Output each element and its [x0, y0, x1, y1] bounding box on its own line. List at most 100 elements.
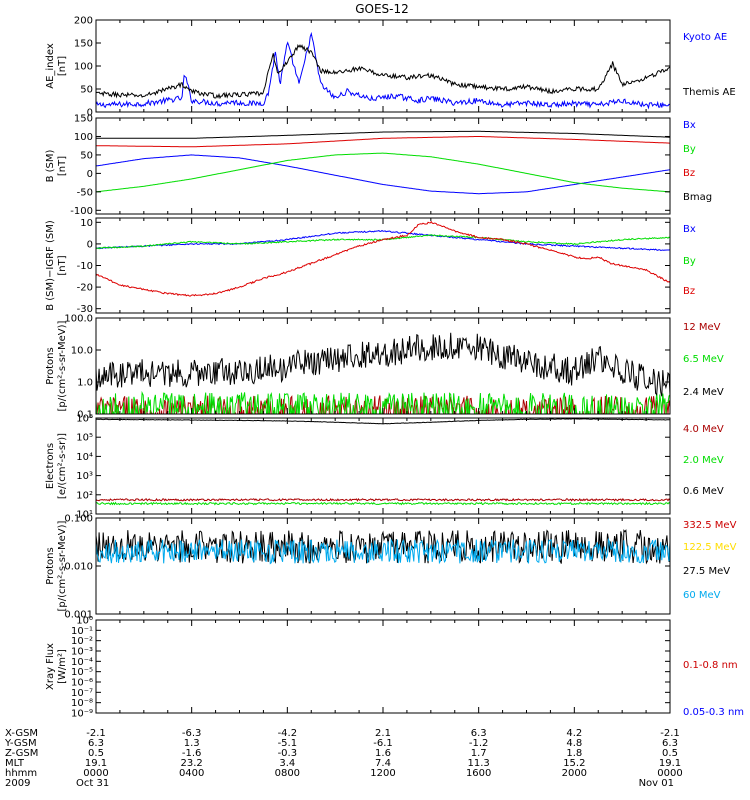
legend-label: 0.6 MeV [683, 486, 724, 497]
annotation-value: 1600 [466, 768, 491, 779]
panel-b-sm: -100 -50 0 50 100 150 B (SM) [nT] Bx By Bz Bmag [45, 114, 712, 217]
y-axis-label: [e/(cm²-s-sr)] [57, 433, 68, 499]
y-tick-label: 10⁰ [76, 616, 93, 627]
legend-label: Bmag [683, 192, 712, 203]
series-line [96, 332, 670, 397]
series-line [96, 154, 670, 195]
annotation-value: 0000 [657, 768, 682, 779]
series-group [96, 130, 670, 195]
y-tick-label: 0 [87, 169, 93, 180]
annotation-value: 11.3 [468, 758, 490, 769]
annotation-value: 19.1 [659, 758, 681, 769]
annotation-value: 15.2 [563, 758, 585, 769]
y-tick-label: -100 [70, 206, 93, 217]
legend-label: 12 MeV [683, 322, 721, 333]
y-axis-label: AE_index [45, 43, 56, 89]
legend-label: Bx [683, 224, 696, 235]
legend-label: 122.5 MeV [683, 542, 737, 553]
panel-protons-high: 0.001 0.010 0.100 Protons [p/(cm²-s-sr-MeV)]… [45, 514, 737, 621]
y-axis-label: Protons [45, 547, 56, 584]
y-axis-label: [nT] [57, 255, 68, 275]
y-tick-label: 10⁻² [71, 636, 93, 647]
annotation-value: -1.2 [469, 738, 489, 749]
y-tick-label: 50 [80, 150, 93, 161]
y-tick-label: 10⁻⁸ [71, 698, 93, 709]
y-tick-label: 150 [74, 114, 93, 125]
panel-frame [95, 619, 671, 714]
y-axis-label: [p/(cm²-s-sr-MeV)] [57, 320, 68, 411]
annotation-value: -6.1 [373, 738, 393, 749]
y-tick-label: 10² [76, 490, 93, 501]
annotation-value: 2.1 [375, 728, 391, 739]
legend-label: Bz [683, 286, 695, 297]
y-tick-label: -30 [77, 304, 93, 315]
annotation-value: 0800 [275, 768, 300, 779]
y-tick-label: 10⁻⁵ [71, 667, 93, 678]
y-tick-label: 10³ [76, 471, 93, 482]
legend-label: 2.4 MeV [683, 387, 724, 398]
panel-frame [95, 19, 671, 113]
annotation-value: 1.8 [566, 748, 582, 759]
series-line [96, 537, 670, 565]
annotation-value: -5.1 [278, 738, 298, 749]
y-tick-label: -10 [77, 261, 93, 272]
y-tick-label: -20 [77, 283, 93, 294]
y-tick-label: 0 [87, 108, 93, 119]
y-tick-label: 10⁻¹ [71, 626, 93, 637]
annotation-row-label: X-GSM [5, 728, 38, 739]
annotation-value: -1.6 [182, 748, 202, 759]
y-tick-label: 10⁻³ [71, 647, 93, 658]
y-tick-label: 100 [74, 62, 93, 73]
y-tick-label: 0.010 [64, 562, 93, 573]
annotation-value: 0400 [179, 768, 204, 779]
y-axis-label: B (SM) [45, 149, 56, 182]
y-tick-label: 10⁵ [76, 433, 93, 444]
y-tick-label: 10⁻⁹ [71, 709, 93, 720]
annotation-row-label: Y-GSM [4, 738, 37, 749]
annotation-value: 4.8 [566, 738, 582, 749]
annotation-value: 1.3 [184, 738, 200, 749]
series-line [96, 501, 670, 506]
y-axis-label: Electrons [45, 443, 56, 489]
annotation-row-label: hhmm [5, 768, 37, 779]
series-group [96, 31, 670, 110]
y-tick-label: 100.0 [64, 314, 93, 325]
y-tick-label: 200 [74, 16, 93, 27]
series-line [96, 390, 670, 414]
annotation-value: 4.2 [566, 728, 582, 739]
annotation-value: 1.6 [375, 748, 391, 759]
annotation-value: 2000 [562, 768, 587, 779]
series-line [96, 44, 670, 100]
annotation-value: Oct 31 [76, 778, 109, 789]
legend-label: By [683, 144, 696, 155]
y-tick-label: 10⁻⁷ [71, 688, 93, 699]
series-line [96, 130, 670, 139]
y-tick-label: 10 [80, 218, 93, 229]
legend-label: By [683, 256, 696, 267]
y-tick-label: 0 [87, 239, 93, 250]
annotation-value: 3.4 [279, 758, 295, 769]
y-axis-label: Xray Flux [45, 643, 56, 690]
annotation-row-label: Z-GSM [5, 748, 38, 759]
annotation-value: 0000 [83, 768, 108, 779]
annotation-value: -6.3 [182, 728, 202, 739]
legend-label: 332.5 MeV [683, 520, 737, 531]
annotation-value: 23.2 [181, 758, 203, 769]
annotation-value: -4.2 [278, 728, 298, 739]
annotation-value: -0.3 [278, 748, 298, 759]
y-axis-label: [W/m²] [57, 649, 68, 684]
y-tick-label: 150 [74, 39, 93, 50]
legend-label: 0.1-0.8 nm [683, 660, 738, 671]
y-tick-label: 10⁻⁴ [71, 657, 93, 668]
annotation-value: 1200 [370, 768, 395, 779]
panel-protons-low: 0.1 1.0 10.0 100.0 Protons [p/(cm²-s-sr-MeV)]… [45, 314, 724, 421]
y-axis-label: [nT] [57, 156, 68, 176]
series-line [96, 229, 670, 252]
chart-title: GOES-12 [355, 2, 409, 16]
y-tick-label: 10.0 [71, 346, 93, 357]
legend-label: 60 MeV [683, 590, 721, 601]
y-tick-label: 1.0 [77, 378, 93, 389]
annotation-value: 19.1 [85, 758, 107, 769]
